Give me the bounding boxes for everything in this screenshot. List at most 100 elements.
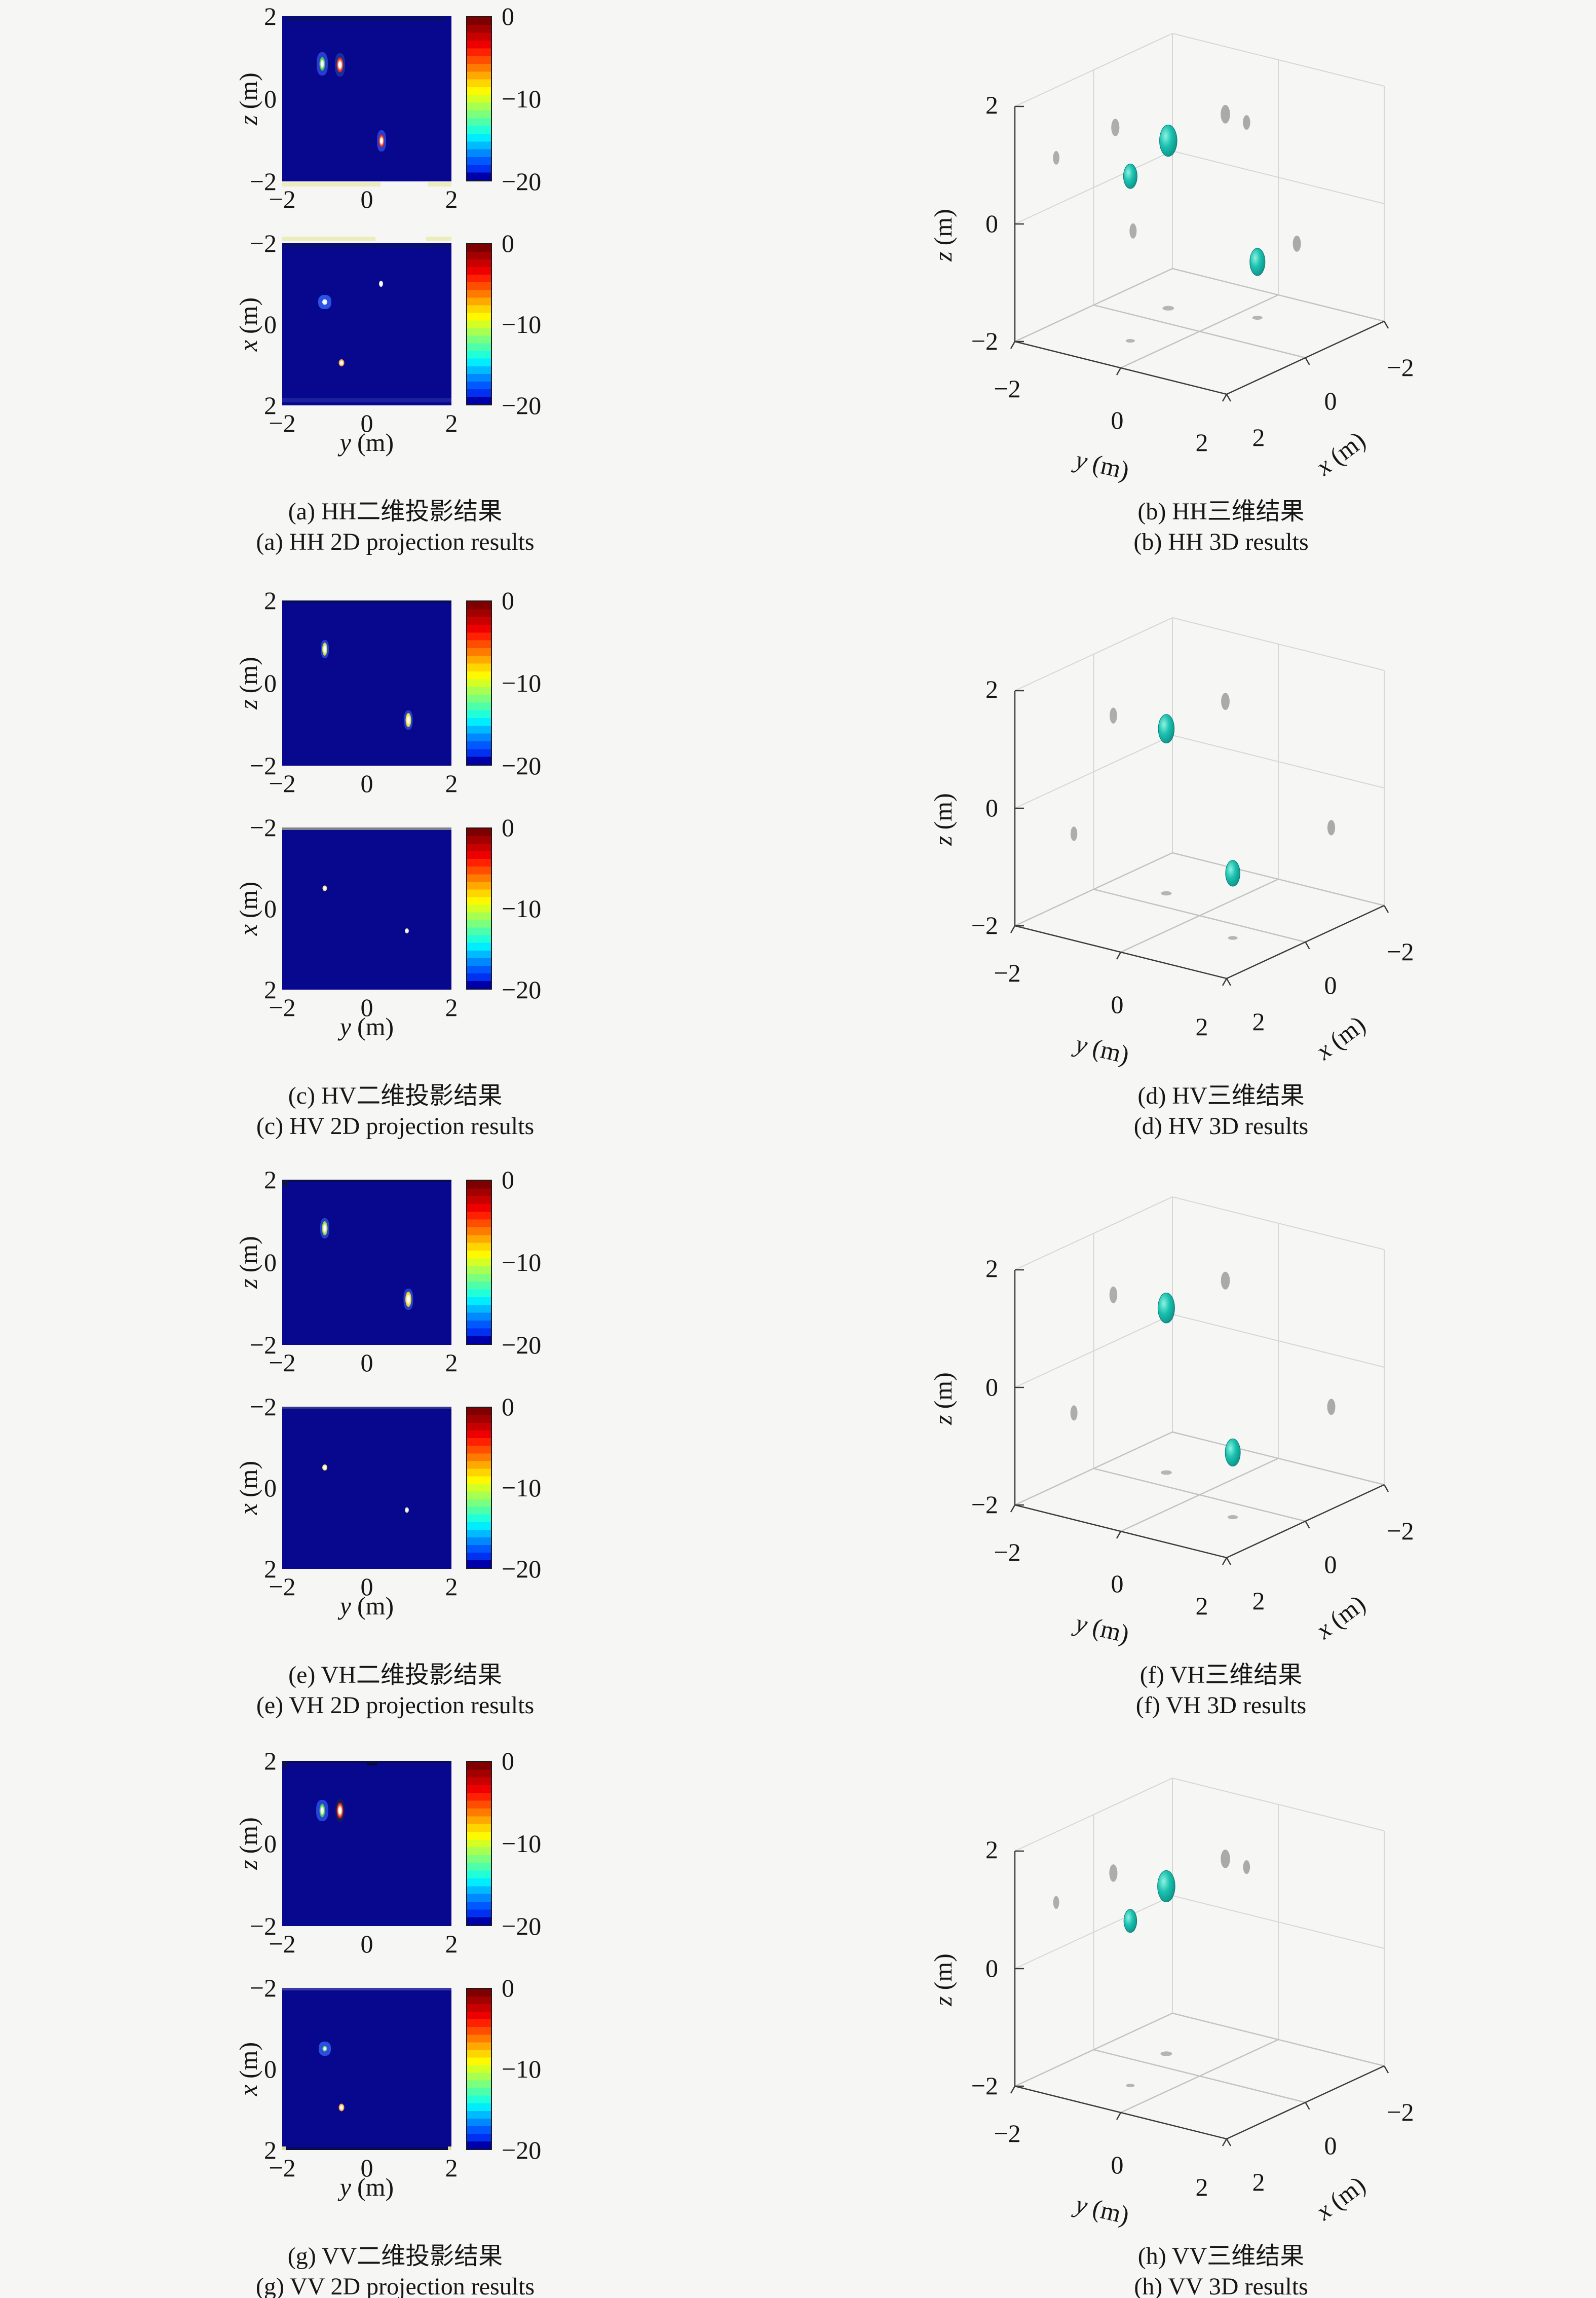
tick-mark xyxy=(1222,394,1228,402)
tick-label: 0 xyxy=(1324,2131,1337,2160)
x-axis-label-var: x xyxy=(234,924,262,936)
y-axis-label-unit: (m) xyxy=(357,2173,394,2201)
edge-artifact xyxy=(282,237,375,241)
tick-mark xyxy=(1383,2065,1389,2074)
blob-core xyxy=(378,134,385,147)
z-axis-label: z (m) xyxy=(234,657,262,709)
x-axis-label-3d: x(m) xyxy=(1310,1589,1371,1644)
x-tick-label: −2 xyxy=(269,1930,296,1958)
colorbar-tick-label: 0 xyxy=(502,1747,514,1775)
colorbar xyxy=(466,243,492,405)
heatmap-plot-xy-VV xyxy=(282,1988,451,2150)
plot3d-VV: 2 0 −2 −2 0 2 2 0 −2 y(m) x(m) z(m) xyxy=(922,1759,1596,2298)
grid-line xyxy=(1172,150,1385,204)
caption-en-e: (e) VH 2D projection results xyxy=(256,1692,535,1719)
grid-line xyxy=(1172,1895,1385,1949)
y-tick-label: 2 xyxy=(264,2136,277,2164)
z-axis-label: z (m) xyxy=(234,72,262,125)
y-axis-label: y (m) xyxy=(340,2174,394,2200)
target-blob-3d xyxy=(1157,1870,1175,1902)
caption-zh-a: (a) HH二维投影结果 xyxy=(288,498,503,525)
tick-label: −2 xyxy=(1387,1517,1414,1545)
y-tick-label: −2 xyxy=(249,1331,277,1359)
tick-label: 0 xyxy=(1111,2151,1124,2179)
x-tick-label: 0 xyxy=(360,1930,373,1958)
grid-line xyxy=(1120,1457,1279,1532)
plot3d-VH: 2 0 −2 −2 0 2 2 0 −2 y(m) x(m) z(m) xyxy=(922,1178,1596,1730)
z-axis-label-unit: (m) xyxy=(234,1817,262,1854)
tick-mark xyxy=(1010,2086,1016,2094)
y-tick-label: −2 xyxy=(249,751,277,780)
grid-line xyxy=(1120,294,1279,369)
colorbar-tick-label: −10 xyxy=(502,894,542,923)
x-tick-label: 2 xyxy=(445,2154,458,2182)
edge-artifact xyxy=(282,1761,288,1767)
z-axis-label-var: z xyxy=(234,699,262,709)
plot3d-svg-HV: 2 0 −2 −2 0 2 2 0 −2 y(m) x(m) z(m) xyxy=(929,617,1414,1069)
edge-artifact xyxy=(282,244,451,247)
blob-core xyxy=(319,57,325,71)
colorbar xyxy=(466,1761,492,1926)
colorbar-tick-label: −10 xyxy=(502,310,542,338)
caption-en-c: (c) HV 2D projection results xyxy=(256,1113,535,1140)
z-axis-label-unit: (m) xyxy=(234,657,262,694)
y-axis-label-unit: (m) xyxy=(357,428,394,457)
tick-mark xyxy=(1226,978,1232,986)
edge-artifact xyxy=(282,1180,288,1186)
x-tick-label: 2 xyxy=(445,409,458,437)
z-axis-label-3d: z(m) xyxy=(929,793,957,846)
plot3d-svg-HH: 2 0 −2 −2 0 2 2 0 −2 y(m) x(m) z(m) xyxy=(929,33,1414,485)
x-axis-label-unit: (m) xyxy=(234,1460,262,1497)
tick-mark xyxy=(1383,321,1389,329)
colorbar-tick-label: −20 xyxy=(502,975,542,1004)
x-tick-label: −2 xyxy=(269,769,296,798)
z-axis-label-3d: z(m) xyxy=(929,209,957,262)
blob-core xyxy=(405,1292,411,1307)
colorbar xyxy=(466,600,492,766)
plot3d-HH: 2 0 −2 −2 0 2 2 0 −2 y(m) x(m) z(m) xyxy=(922,14,1596,567)
colorbar xyxy=(466,1407,492,1569)
z-axis-label-3d: z(m) xyxy=(929,1953,957,2007)
y-tick-label: 2 xyxy=(264,1747,277,1775)
target-blob-3d xyxy=(1225,1438,1241,1466)
caption-zh-d: (d) HV三维结果 xyxy=(1137,1082,1305,1109)
tick-mark xyxy=(1116,2112,1122,2120)
wall-shadow xyxy=(1243,1860,1250,1874)
edge-artifact xyxy=(367,1761,377,1765)
tick-label: 2 xyxy=(985,1254,998,1283)
y-axis-label-unit: (m) xyxy=(357,1592,394,1620)
x-tick-label: −2 xyxy=(269,1572,296,1601)
caption-zh-b: (b) HH三维结果 xyxy=(1137,498,1305,525)
tick-mark xyxy=(1010,925,1016,933)
x-tick-label: 2 xyxy=(445,1572,458,1601)
y-tick-label: −2 xyxy=(249,229,277,257)
x-tick-label: 2 xyxy=(445,993,458,1022)
heatmap-plot-zy-HH xyxy=(282,16,451,181)
tick-mark xyxy=(1305,357,1310,365)
colorbar-tick-label: 0 xyxy=(502,1392,514,1421)
figure-row-HV: 2 0 −2 −2 0 2 z(m) 0 −10 −20 −2 0 2 −2 0 2 x(m) 0 −10 −20 y(… xyxy=(0,584,1596,1165)
x-axis-label: x (m) xyxy=(234,882,262,936)
colorbar-tick-label: −20 xyxy=(502,2136,542,2164)
x-tick-label: −2 xyxy=(269,2154,296,2182)
tick-label: 0 xyxy=(985,209,998,238)
x-axis-label: x (m) xyxy=(234,2042,262,2096)
tick-mark xyxy=(1222,1557,1228,1565)
x-axis-label: x (m) xyxy=(234,1460,262,1515)
colorbar-tick-label: −20 xyxy=(502,1912,542,1940)
x-axis-label-3d: x(m) xyxy=(1310,1010,1371,1065)
tick-mark xyxy=(1116,952,1122,960)
target-blob-3d xyxy=(1123,164,1137,189)
wall-shadow xyxy=(1109,1864,1118,1882)
floor-shadow xyxy=(1162,306,1174,311)
caption-zh-e: (e) VH二维投影结果 xyxy=(288,1662,502,1688)
blob-core xyxy=(338,2103,345,2112)
blob-core xyxy=(322,643,327,656)
tick-label: 0 xyxy=(985,1373,998,1401)
x-tick-label: 0 xyxy=(360,769,373,798)
tick-mark xyxy=(1305,941,1310,950)
edge-artifact xyxy=(448,2146,451,2150)
colorbar-tick-label: 0 xyxy=(502,1974,514,2002)
z-axis-label: z (m) xyxy=(234,1817,262,1870)
edge-artifact xyxy=(282,1988,451,1990)
